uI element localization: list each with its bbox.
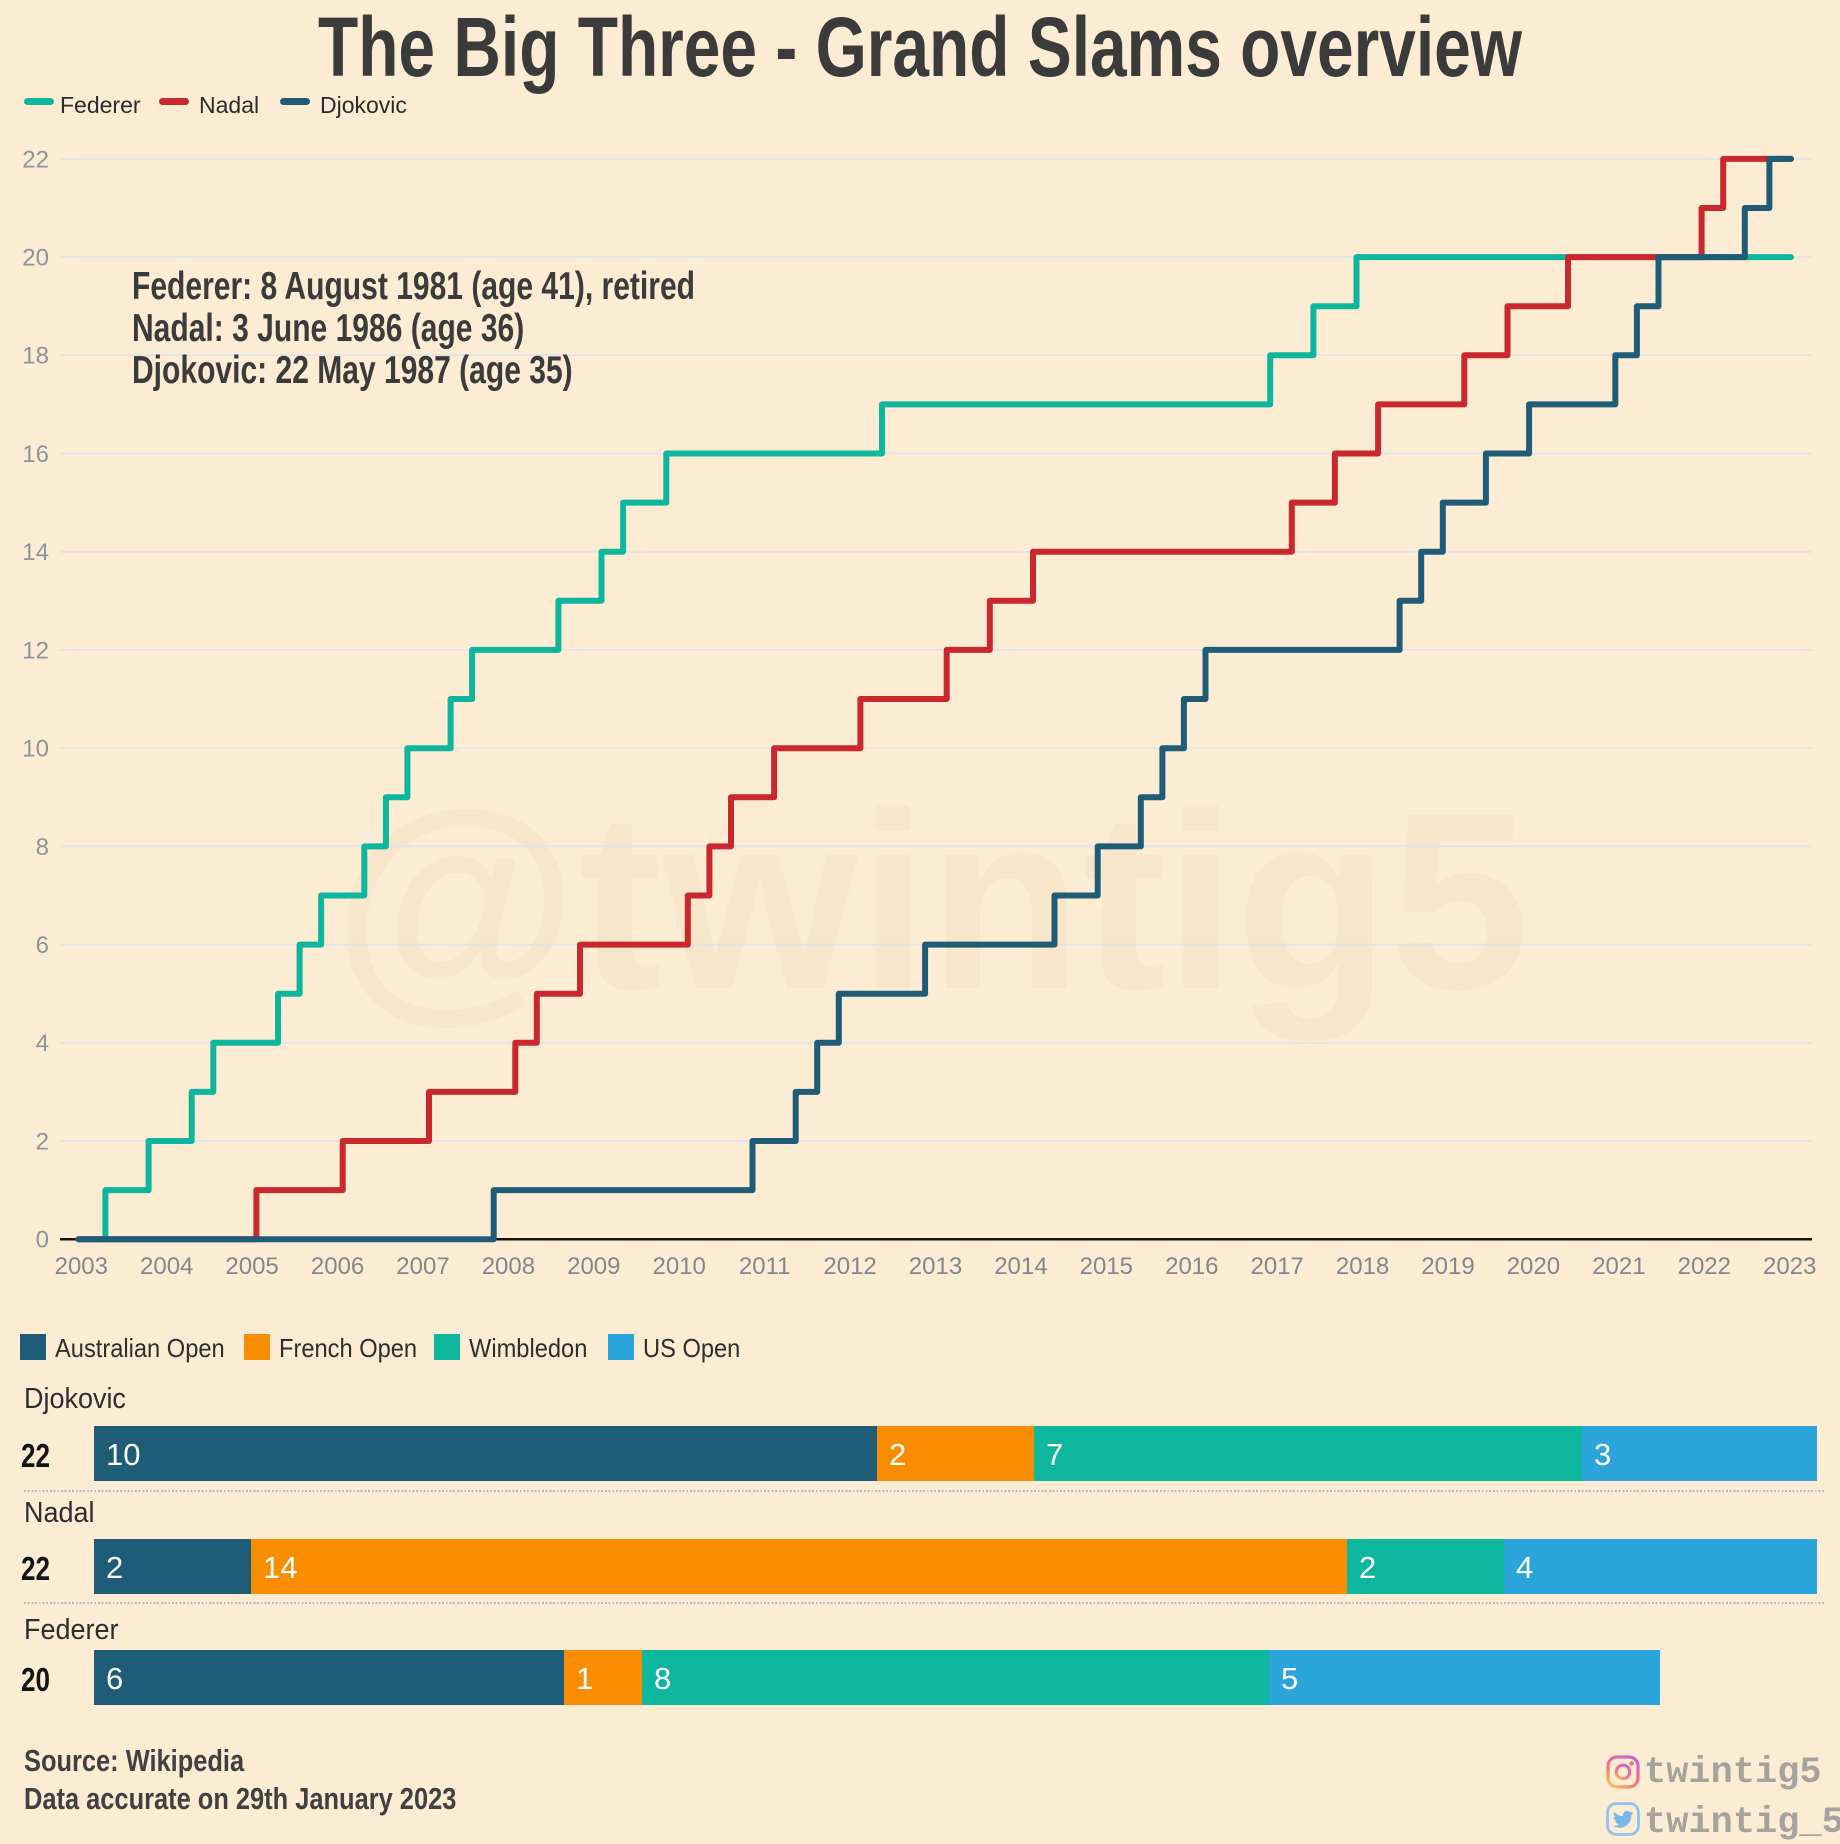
svg-text:14: 14 <box>22 539 49 566</box>
svg-text:18: 18 <box>22 343 49 370</box>
svg-text:6: 6 <box>36 932 49 959</box>
svg-text:@twintig5: @twintig5 <box>332 761 1530 1042</box>
svg-text:2019: 2019 <box>1421 1253 1474 1280</box>
svg-text:2023: 2023 <box>1763 1253 1816 1280</box>
svg-text:2003: 2003 <box>55 1253 108 1280</box>
svg-text:2005: 2005 <box>225 1253 278 1280</box>
svg-text:22: 22 <box>22 146 49 173</box>
svg-text:20: 20 <box>22 245 49 272</box>
svg-text:2014: 2014 <box>994 1253 1047 1280</box>
svg-text:2018: 2018 <box>1336 1253 1389 1280</box>
svg-text:2006: 2006 <box>311 1253 364 1280</box>
svg-text:2010: 2010 <box>653 1253 706 1280</box>
svg-text:2016: 2016 <box>1165 1253 1218 1280</box>
svg-text:2021: 2021 <box>1592 1253 1645 1280</box>
svg-text:4: 4 <box>36 1030 49 1057</box>
svg-text:2009: 2009 <box>567 1253 620 1280</box>
svg-text:2: 2 <box>36 1128 49 1155</box>
svg-text:12: 12 <box>22 637 49 664</box>
svg-text:2004: 2004 <box>140 1253 193 1280</box>
svg-text:2011: 2011 <box>739 1253 791 1280</box>
svg-text:10: 10 <box>22 736 49 763</box>
svg-text:8: 8 <box>36 834 49 861</box>
svg-text:2008: 2008 <box>482 1253 535 1280</box>
svg-text:16: 16 <box>22 441 49 468</box>
svg-text:2007: 2007 <box>396 1253 449 1280</box>
svg-text:2017: 2017 <box>1251 1253 1304 1280</box>
svg-text:2020: 2020 <box>1507 1253 1560 1280</box>
svg-text:0: 0 <box>36 1227 49 1254</box>
svg-text:2022: 2022 <box>1678 1253 1731 1280</box>
svg-text:2012: 2012 <box>823 1253 876 1280</box>
svg-text:2013: 2013 <box>909 1253 962 1280</box>
svg-text:2015: 2015 <box>1080 1253 1133 1280</box>
